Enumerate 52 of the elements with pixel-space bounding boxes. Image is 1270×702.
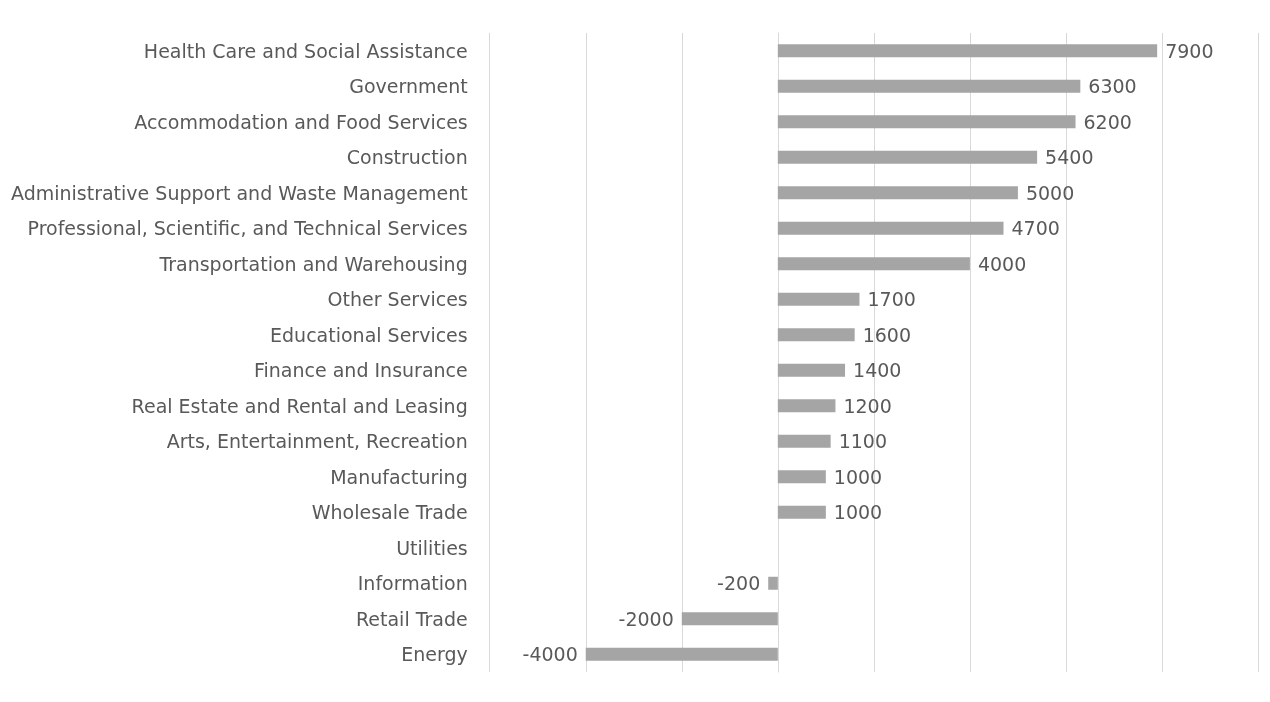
- data-label: 1400: [853, 359, 902, 382]
- y-tick-label: Utilities: [396, 536, 468, 559]
- data-label: 1700: [867, 288, 916, 311]
- data-label: 6300: [1088, 75, 1137, 98]
- data-label: 1100: [838, 430, 888, 453]
- y-tick-label: Arts, Entertainment, Recreation: [166, 430, 468, 453]
- bar: [777, 186, 1018, 200]
- bar: [681, 612, 778, 626]
- bar: [777, 505, 826, 519]
- y-tick-label: Energy: [401, 643, 468, 666]
- y-tick-label: Administrative Support and Waste Management: [10, 181, 468, 204]
- bar: [777, 115, 1076, 129]
- y-tick-label: Government: [349, 75, 468, 98]
- y-tick-label: Wholesale Trade: [311, 501, 468, 524]
- y-tick-label: Transportation and Warehousing: [158, 252, 468, 275]
- bar: [777, 434, 831, 448]
- y-tick-label: Manufacturing: [330, 465, 468, 488]
- y-tick-label: Finance and Insurance: [253, 359, 468, 382]
- data-label: 7900: [1165, 39, 1214, 62]
- bar: [777, 363, 846, 377]
- data-label: 1000: [833, 465, 883, 488]
- y-tick-label: Professional, Scientific, and Technical Services: [27, 217, 468, 240]
- data-label: -2000: [618, 607, 674, 630]
- bar: [777, 221, 1004, 235]
- data-label: 1000: [833, 501, 883, 524]
- y-tick-label: Real Estate and Rental and Leasing: [131, 394, 468, 417]
- bar: [777, 292, 860, 306]
- data-label: 5400: [1045, 146, 1094, 169]
- data-label: -200: [717, 572, 761, 595]
- data-label: 6200: [1083, 110, 1132, 133]
- bar: [777, 150, 1038, 164]
- bar: [777, 44, 1158, 58]
- y-tick-label: Accommodation and Food Services: [134, 110, 468, 133]
- y-tick-label: Construction: [346, 146, 468, 169]
- y-tick-label: Other Services: [327, 288, 468, 311]
- data-label: 1600: [862, 323, 912, 346]
- data-label: -4000: [522, 643, 578, 666]
- y-tick-label: Retail Trade: [355, 607, 468, 630]
- data-label: 4000: [977, 252, 1027, 275]
- bar: [585, 647, 778, 661]
- bar: [777, 79, 1081, 93]
- bar: [768, 576, 778, 590]
- data-label: 1200: [843, 394, 892, 417]
- data-label: 5000: [1025, 181, 1075, 204]
- y-tick-label: Health Care and Social Assistance: [143, 39, 468, 62]
- bar: [777, 328, 855, 342]
- y-tick-label: Information: [357, 572, 468, 595]
- data-label: 4700: [1011, 217, 1060, 240]
- bar: [777, 470, 826, 484]
- bar: [777, 399, 836, 413]
- y-tick-label: Educational Services: [270, 323, 468, 346]
- bar: [777, 257, 970, 271]
